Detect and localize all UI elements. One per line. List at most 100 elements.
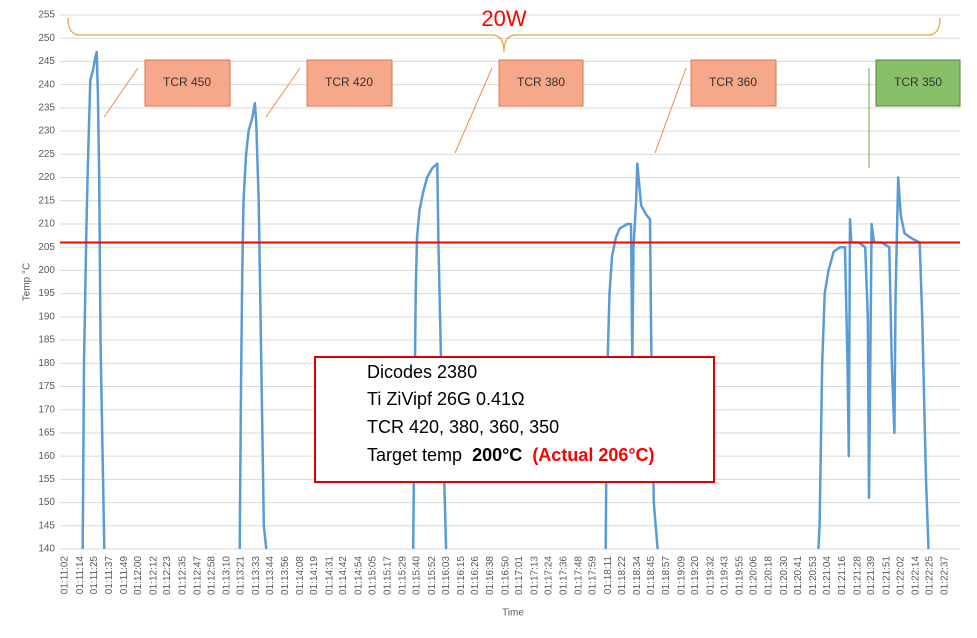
x-tick-label: 01:21:04 xyxy=(822,556,833,595)
y-tick-label: 215 xyxy=(38,195,55,206)
x-tick-label: 01:22:02 xyxy=(895,556,906,595)
y-tick-label: 140 xyxy=(38,544,55,555)
y-tick-label: 235 xyxy=(38,103,55,114)
y-tick-label: 185 xyxy=(38,335,55,346)
tcr-box xyxy=(144,59,231,107)
series-line xyxy=(81,50,930,549)
x-tick-label: 01:17:13 xyxy=(529,556,540,595)
note-line: Ti ZiVipf 26G 0.41Ω xyxy=(367,389,525,409)
x-tick-label: 01:12:00 xyxy=(133,556,144,595)
tcr-box xyxy=(690,59,777,107)
x-tick-label: 01:20:41 xyxy=(793,556,804,595)
tcr-box xyxy=(875,59,961,107)
tcr-box xyxy=(306,59,393,107)
x-tick-label: 01:11:49 xyxy=(119,556,130,595)
tcr-box xyxy=(498,59,584,107)
x-tick-label: 01:13:44 xyxy=(265,556,276,595)
note-box xyxy=(314,356,715,483)
x-tick-label: 01:22:25 xyxy=(924,556,935,595)
x-tick-label: 01:21:16 xyxy=(837,556,848,595)
x-tick-label: 01:19:09 xyxy=(676,556,687,595)
x-tick-label: 01:19:32 xyxy=(705,556,716,595)
x-tick-label: 01:12:58 xyxy=(207,556,218,595)
x-tick-label: 01:16:15 xyxy=(456,556,467,595)
x-tick-label: 01:12:47 xyxy=(193,556,204,595)
x-tick-label: 01:15:05 xyxy=(367,556,378,595)
x-tick-label: 01:21:28 xyxy=(852,556,863,595)
x-tick-label: 01:11:14 xyxy=(75,556,86,595)
note-bold: 200°C xyxy=(472,445,522,465)
y-tick-label: 225 xyxy=(38,149,55,160)
tcr-label: TCR 360 xyxy=(709,75,757,89)
y-tick-label: 180 xyxy=(38,358,55,369)
y-tick-label: 210 xyxy=(38,219,55,230)
x-tick-label: 01:17:36 xyxy=(559,556,570,595)
x-tick-label: 01:16:03 xyxy=(441,556,452,595)
y-tick-label: 220 xyxy=(38,172,55,183)
x-tick-label: 01:12:23 xyxy=(162,556,173,595)
y-tick-label: 240 xyxy=(38,79,55,90)
x-tick-label: 01:11:25 xyxy=(89,556,100,595)
x-tick-label: 01:21:51 xyxy=(881,556,892,595)
y-tick-label: 250 xyxy=(38,33,55,44)
x-tick-label: 01:18:45 xyxy=(646,556,657,595)
plot-area xyxy=(60,50,960,549)
y-tick-label: 145 xyxy=(38,520,55,531)
x-tick-label: 01:19:20 xyxy=(690,556,701,595)
x-tick-label: 01:18:34 xyxy=(632,556,643,595)
x-tick-label: 01:14:54 xyxy=(353,556,364,595)
x-tick-label: 01:18:11 xyxy=(603,556,614,595)
brace xyxy=(67,17,941,53)
x-tick-label: 01:16:38 xyxy=(485,556,496,595)
y-tick-label: 200 xyxy=(38,265,55,276)
x-tick-label: 01:15:29 xyxy=(398,556,409,595)
note-line: TCR 420, 380, 360, 350 xyxy=(367,417,559,437)
x-tick-label: 01:14:08 xyxy=(295,556,306,595)
x-tick-label: 01:17:24 xyxy=(543,556,554,595)
x-tick-label: 01:20:30 xyxy=(779,556,790,595)
connector xyxy=(654,67,687,154)
annotations: 20W TCR 450 TCR 420 TCR 380 TCR 360 TCR … xyxy=(67,6,961,483)
connector xyxy=(103,67,139,118)
x-tick-label: 01:20:53 xyxy=(808,556,819,595)
y-tick-label: 175 xyxy=(38,381,55,392)
x-tick-label: 01:21:39 xyxy=(866,556,877,595)
x-tick-label: 01:16:26 xyxy=(470,556,481,595)
y-tick-label: 165 xyxy=(38,428,55,439)
x-tick-label: 01:13:33 xyxy=(251,556,262,595)
y-axis-label: Temp °C xyxy=(22,263,33,301)
x-tick-label: 01:11:37 xyxy=(104,556,115,595)
y-tick-label: 255 xyxy=(38,10,55,21)
y-tick-label: 170 xyxy=(38,404,55,415)
x-tick-label: 01:19:55 xyxy=(735,556,746,595)
x-tick-label: 01:13:10 xyxy=(222,556,233,595)
y-tick-label: 190 xyxy=(38,311,55,322)
tcr-label: TCR 380 xyxy=(517,75,565,89)
tcr-label: TCR 420 xyxy=(325,75,373,89)
connector xyxy=(454,67,493,154)
x-tick-label: 01:13:56 xyxy=(280,556,291,595)
x-tick-label: 01:13:21 xyxy=(236,556,247,595)
power-label: 20W xyxy=(481,6,526,31)
x-tick-label: 01:17:59 xyxy=(588,556,599,595)
x-tick-label: 01:12:35 xyxy=(177,556,188,595)
y-tick-label: 155 xyxy=(38,474,55,485)
note-actual: (Actual 206°C) xyxy=(532,445,654,465)
note-text: Target temp xyxy=(367,445,462,465)
y-tick-label: 205 xyxy=(38,242,55,253)
x-tick-label: 01:17:48 xyxy=(574,556,585,595)
x-tick-label: 01:18:57 xyxy=(661,556,672,595)
tcr-label: TCR 350 xyxy=(894,75,942,89)
tcr-label: TCR 450 xyxy=(163,75,211,89)
note-line: Target temp 200°C (Actual 206°C) xyxy=(367,445,655,465)
x-tick-label: 01:19:43 xyxy=(719,556,730,595)
connector xyxy=(265,67,301,118)
x-tick-label: 01:22:14 xyxy=(911,556,922,595)
x-tick-label: 01:16:50 xyxy=(500,556,511,595)
note-line: Dicodes 2380 xyxy=(367,362,477,382)
x-tick-label: 01:22:37 xyxy=(940,556,951,595)
x-tick-label: 01:20:18 xyxy=(764,556,775,595)
x-tick-label: 01:15:40 xyxy=(412,556,423,595)
y-tick-label: 245 xyxy=(38,56,55,67)
